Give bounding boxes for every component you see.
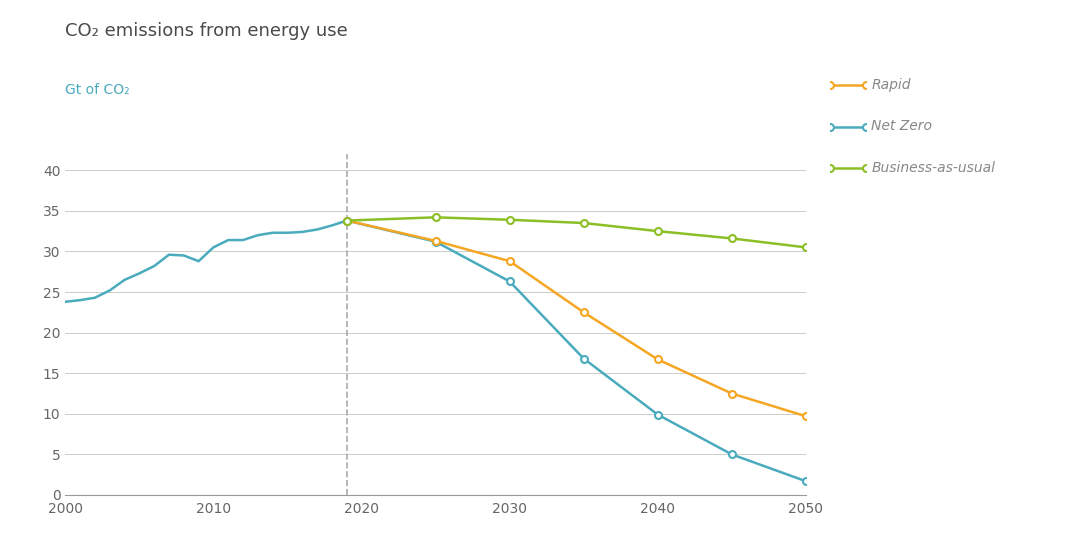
Text: Gt of CO₂: Gt of CO₂	[65, 82, 130, 96]
Text: CO₂ emissions from energy use: CO₂ emissions from energy use	[65, 22, 348, 40]
Text: Rapid: Rapid	[871, 78, 910, 92]
Text: Business-as-usual: Business-as-usual	[871, 161, 995, 175]
Text: Net Zero: Net Zero	[871, 119, 932, 134]
